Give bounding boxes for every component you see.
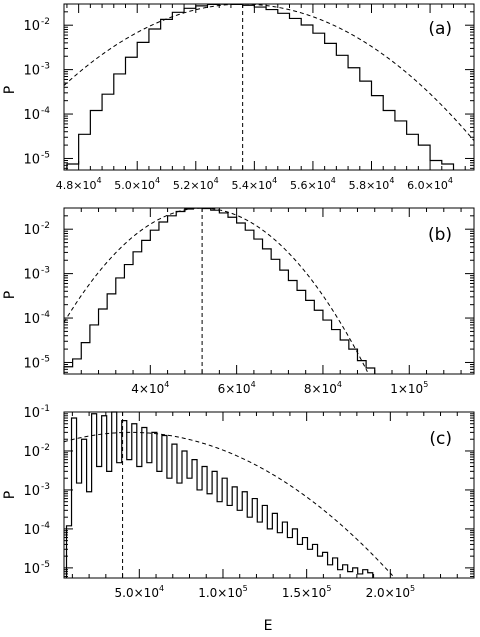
y-tick-label-a: 10 — [23, 152, 40, 167]
gaussian-fit-c — [63, 431, 396, 579]
y-tick-label-c: 10 — [23, 406, 40, 421]
x-tick-label-b: 4×104 — [131, 380, 169, 396]
panel-c: 10-510-410-310-210 -15.0×104 1.0×105 1.5×10… — [2, 404, 475, 634]
x-tick-label-c: 2.0×105 — [366, 584, 416, 600]
x-tick-label-a: 5.2×104 — [173, 176, 219, 192]
x-tick-label-b: 8×104 — [304, 380, 342, 396]
y-tick-label-b: 10 — [23, 356, 40, 371]
panel-b: 10-510-410-310 -24×104 6×104 8×104 1×105 (b)… — [2, 207, 475, 396]
y-tick-label-a: 10 — [23, 19, 40, 34]
panel-a: 10-510-410-310 -24.8×104 5.0×104 5.2×104 5.4… — [2, 3, 475, 192]
y-tick-exponent-c: -4 — [41, 521, 50, 531]
y-tick-label-c: 10 — [23, 484, 40, 499]
panel-label-b: (b) — [428, 225, 452, 245]
x-tick-label-c: 5.0×104 — [115, 584, 165, 600]
y-axis-label-b: P — [2, 291, 18, 299]
y-tick-exponent-a: -2 — [41, 17, 50, 27]
x-tick-label-a: 5.4×104 — [231, 176, 277, 192]
y-tick-exponent-c: -2 — [41, 443, 50, 453]
x-tick-label-a: 5.0×104 — [114, 176, 160, 192]
x-tick-label-c: 1.0×105 — [198, 584, 248, 600]
y-tick-label-b: 10 — [23, 223, 40, 238]
y-tick-exponent-a: -5 — [41, 150, 50, 160]
x-tick-label-b: 6×104 — [218, 380, 256, 396]
plot-frame-b — [63, 207, 475, 375]
histogram-line-b — [63, 207, 376, 374]
plot-frame-c — [63, 411, 475, 579]
y-tick-exponent-c: -5 — [41, 560, 50, 570]
y-tick-exponent-b: -4 — [41, 310, 50, 320]
y-tick-exponent-c: -1 — [41, 404, 50, 414]
x-tick-label-b: 1×105 — [390, 380, 428, 396]
y-tick-exponent-b: -2 — [41, 221, 50, 231]
y-tick-label-b: 10 — [23, 268, 40, 283]
x-tick-label-a: 5.8×104 — [349, 176, 395, 192]
panel-label-c: (c) — [429, 429, 452, 449]
y-tick-exponent-a: -3 — [41, 62, 50, 72]
y-tick-label-a: 10 — [23, 108, 40, 123]
gaussian-fit-a — [63, 3, 475, 141]
x-tick-label-c: 1.5×105 — [282, 584, 332, 600]
plot-frame-a — [63, 3, 475, 171]
y-tick-label-b: 10 — [23, 312, 40, 327]
y-tick-exponent-b: -3 — [41, 266, 50, 276]
x-tick-label-a: 6.0×104 — [407, 176, 453, 192]
gaussian-fit-b — [63, 207, 368, 372]
y-tick-exponent-a: -4 — [41, 106, 50, 116]
y-axis-label-c: P — [2, 491, 18, 499]
x-axis-label-c: E — [264, 618, 273, 634]
y-axis-label-a: P — [2, 86, 18, 94]
histogram-line-a — [66, 3, 455, 170]
y-tick-label-c: 10 — [23, 445, 40, 460]
y-tick-exponent-c: -3 — [41, 482, 50, 492]
histogram-line-c — [65, 411, 374, 578]
panel-label-a: (a) — [428, 19, 452, 39]
y-tick-label-c: 10 — [23, 562, 40, 577]
y-tick-label-a: 10 — [23, 64, 40, 79]
y-tick-exponent-b: -5 — [41, 354, 50, 364]
y-tick-label-c: 10 — [23, 523, 40, 538]
x-tick-label-a: 4.8×104 — [56, 176, 102, 192]
x-tick-label-a: 5.6×104 — [290, 176, 336, 192]
